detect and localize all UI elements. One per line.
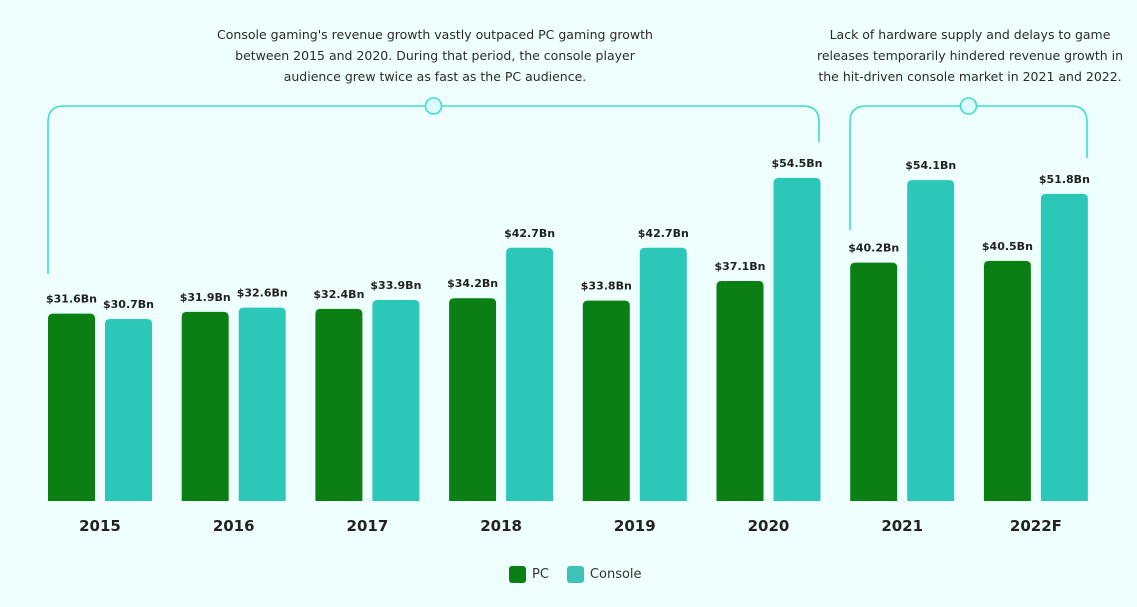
category-label-2015: 2015 [79,517,121,535]
legend-swatch-pc [509,566,526,583]
bar-console-2017 [372,299,420,501]
value-label-pc-2020: $37.1Bn [714,260,765,273]
legend-label-console: Console [589,567,642,582]
value-label-pc-2022f: $40.5Bn [982,240,1033,253]
bar-pc-2019 [582,300,630,501]
legend-item-pc: PC [509,566,549,583]
value-label-pc-2019: $33.8Bn [581,280,632,293]
value-label-console-2021: $54.1Bn [905,159,956,172]
value-label-pc-2017: $32.4Bn [313,288,364,301]
value-label-console-2017: $33.9Bn [370,279,421,292]
legend-swatch-console [566,566,584,583]
bar-console-2021 [907,180,955,501]
annotation-2015-2020: Console gaming's revenue growth vastly o… [217,27,653,84]
value-label-pc-2015: $31.6Bn [46,293,97,306]
bar-pc-2018 [449,298,497,501]
bar-pc-2016 [181,311,229,501]
category-label-2019: 2019 [614,517,656,535]
bar-console-2016 [238,307,286,501]
bracket-2015-2020-marker [424,97,443,115]
legend-label-pc: PC [532,567,549,582]
value-label-console-2016: $32.6Bn [237,287,288,300]
bar-console-2018 [506,247,554,501]
value-label-console-2019: $42.7Bn [638,227,689,240]
value-label-pc-2021: $40.2Bn [848,242,899,255]
category-label-2020: 2020 [748,517,790,535]
bar-console-2022f [1040,193,1088,502]
category-label-2017: 2017 [347,517,389,535]
category-label-2021: 2021 [881,517,923,535]
bracket-2021-2022-marker [959,97,978,115]
value-label-console-2015: $30.7Bn [103,298,154,311]
value-label-console-2018: $42.7Bn [504,227,555,240]
value-label-pc-2018: $34.2Bn [447,277,498,290]
bar-console-2015 [105,318,152,501]
category-label-2022f: 2022F [1010,517,1062,535]
bar-console-2020 [773,177,821,501]
bracket-2015-2020 [47,105,820,274]
legend: PC Console [509,566,660,583]
bar-pc-2021 [850,262,898,501]
annotation-2021-2022: Lack of hardware supply and delays to ga… [816,27,1124,84]
value-label-pc-2016: $31.9Bn [180,291,231,304]
category-label-2016: 2016 [213,517,255,535]
bar-pc-2020 [716,280,764,501]
bar-pc-2017 [315,308,363,501]
value-label-console-2020: $54.5Bn [771,157,822,170]
legend-item-console: Console [566,566,642,583]
bar-pc-2022f [983,260,1031,501]
category-label-2018: 2018 [480,517,522,535]
value-label-console-2022f: $51.8Bn [1039,173,1090,186]
bar-console-2019 [639,247,687,501]
bar-pc-2015 [48,313,95,501]
